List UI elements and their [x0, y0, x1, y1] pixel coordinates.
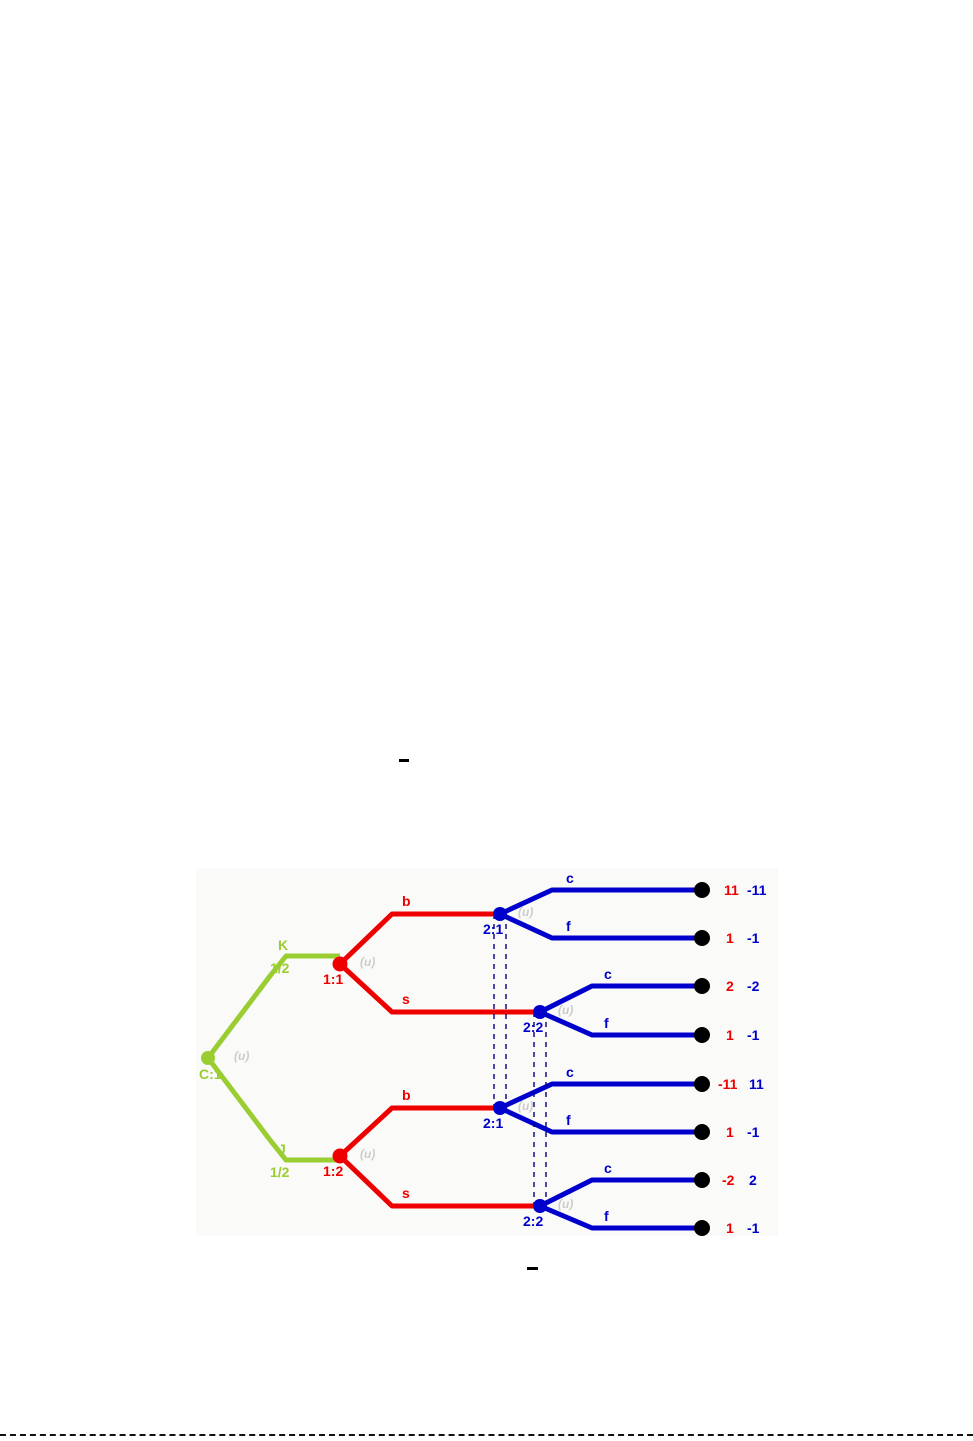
terminal-node[interactable]	[694, 1220, 710, 1236]
payoff-p1: 1	[726, 930, 734, 946]
edge-prob-J: 1/2	[270, 1164, 290, 1180]
node-1-1[interactable]	[332, 956, 348, 972]
page-bottom-dashed-rule	[0, 1434, 973, 1436]
edge-s-top	[338, 962, 540, 1015]
edge-label-f-3: f	[566, 1112, 571, 1128]
payoff-p2: -1	[747, 1220, 760, 1236]
edge-label-f-4: f	[604, 1208, 609, 1224]
edge-prob-K: 1/2	[270, 960, 290, 976]
u-marker-2-2-a: (u)	[558, 1003, 574, 1017]
edge-label-b-bottom: b	[402, 1087, 411, 1103]
node-2-2-b[interactable]	[533, 1199, 547, 1213]
node-label-2-1-a: 2:1	[483, 921, 504, 937]
payoff-p2: 2	[749, 1172, 757, 1188]
edge-label-c-1: c	[566, 870, 574, 886]
payoff-p1: 1	[726, 1027, 734, 1043]
payoff-p2: -2	[747, 978, 760, 994]
game-tree-svg	[201, 882, 710, 1236]
edge-label-J: J	[278, 1141, 286, 1157]
edge-f-4	[539, 1203, 702, 1231]
edge-group-player2	[498, 887, 702, 1231]
infoset-links	[493, 914, 547, 1206]
terminal-node[interactable]	[694, 1027, 710, 1043]
edge-label-c-4: c	[604, 1160, 612, 1176]
node-2-2-a[interactable]	[533, 1005, 547, 1019]
terminal-node[interactable]	[694, 930, 710, 946]
edge-label-K: K	[278, 937, 289, 953]
node-2-1-b[interactable]	[493, 1101, 507, 1115]
node-label-2-1-b: 2:1	[483, 1115, 504, 1131]
node-1-2[interactable]	[332, 1148, 348, 1164]
node-label-2-2-b: 2:2	[523, 1213, 544, 1229]
game-tree-panel: C:1 1:1 1:2 2:1 2:2 2:1 2:2 K 1/2 J 1/2 …	[196, 868, 778, 1236]
edge-label-s-bottom: s	[402, 1185, 410, 1201]
edge-f-3	[498, 1105, 702, 1135]
edge-b-top	[338, 911, 500, 966]
u-marker-1-2: (u)	[360, 1147, 376, 1161]
edge-K-green	[206, 953, 340, 1060]
terminal-node[interactable]	[694, 1172, 710, 1188]
node-label-2-2-a: 2:2	[523, 1019, 544, 1035]
terminal-node[interactable]	[694, 1076, 710, 1092]
edge-group-chance	[206, 953, 340, 1163]
u-marker-2-1-b: (u)	[518, 1099, 534, 1113]
payoff-p2: -11	[747, 882, 767, 898]
edge-group-player1	[338, 911, 540, 1209]
edge-c-2	[538, 983, 702, 1015]
edge-label-c-2: c	[604, 966, 612, 982]
payoff-p1: 11	[724, 882, 739, 898]
payoff-p1: 1	[726, 1124, 734, 1140]
edge-s-bottom	[338, 1154, 540, 1209]
terminal-node[interactable]	[694, 882, 710, 898]
edge-b-bottom	[338, 1105, 500, 1158]
edge-label-b-top: b	[402, 893, 411, 909]
node-2-1-a[interactable]	[493, 907, 507, 921]
node-group	[201, 907, 547, 1213]
edge-f-2	[538, 1009, 702, 1038]
edge-label-c-3: c	[566, 1064, 574, 1080]
top-tick-mark	[399, 759, 409, 762]
payoff-p1: -2	[722, 1172, 735, 1188]
edge-label-s-top: s	[402, 991, 410, 1007]
u-marker-root: (u)	[234, 1049, 250, 1063]
node-label-1-2: 1:2	[323, 1163, 344, 1179]
edge-c-3	[498, 1081, 702, 1111]
u-marker-1-1: (u)	[360, 955, 376, 969]
terminal-node-group	[694, 882, 710, 1236]
node-label-1-1: 1:1	[323, 971, 344, 987]
edge-f-1	[498, 911, 702, 941]
payoff-p1: 2	[726, 978, 734, 994]
edge-J-green	[206, 1056, 340, 1163]
payoff-p1: -11	[718, 1076, 738, 1092]
payoff-p2: -1	[747, 1027, 760, 1043]
payoff-p1: 1	[726, 1220, 734, 1236]
node-label-root: C:1	[199, 1066, 222, 1082]
bottom-tick-mark	[527, 1267, 538, 1270]
terminal-node[interactable]	[694, 1124, 710, 1140]
edge-label-f-2: f	[604, 1015, 609, 1031]
u-marker-2-2-b: (u)	[558, 1197, 574, 1211]
payoff-p2: -1	[747, 930, 760, 946]
edge-label-f-1: f	[566, 918, 571, 934]
edge-c-1	[498, 887, 702, 917]
u-marker-2-1-a: (u)	[518, 905, 534, 919]
node-root[interactable]	[201, 1051, 215, 1065]
edge-c-4	[538, 1177, 702, 1209]
payoff-p2: -1	[747, 1124, 760, 1140]
terminal-node[interactable]	[694, 978, 710, 994]
payoff-p2: 11	[749, 1076, 764, 1092]
